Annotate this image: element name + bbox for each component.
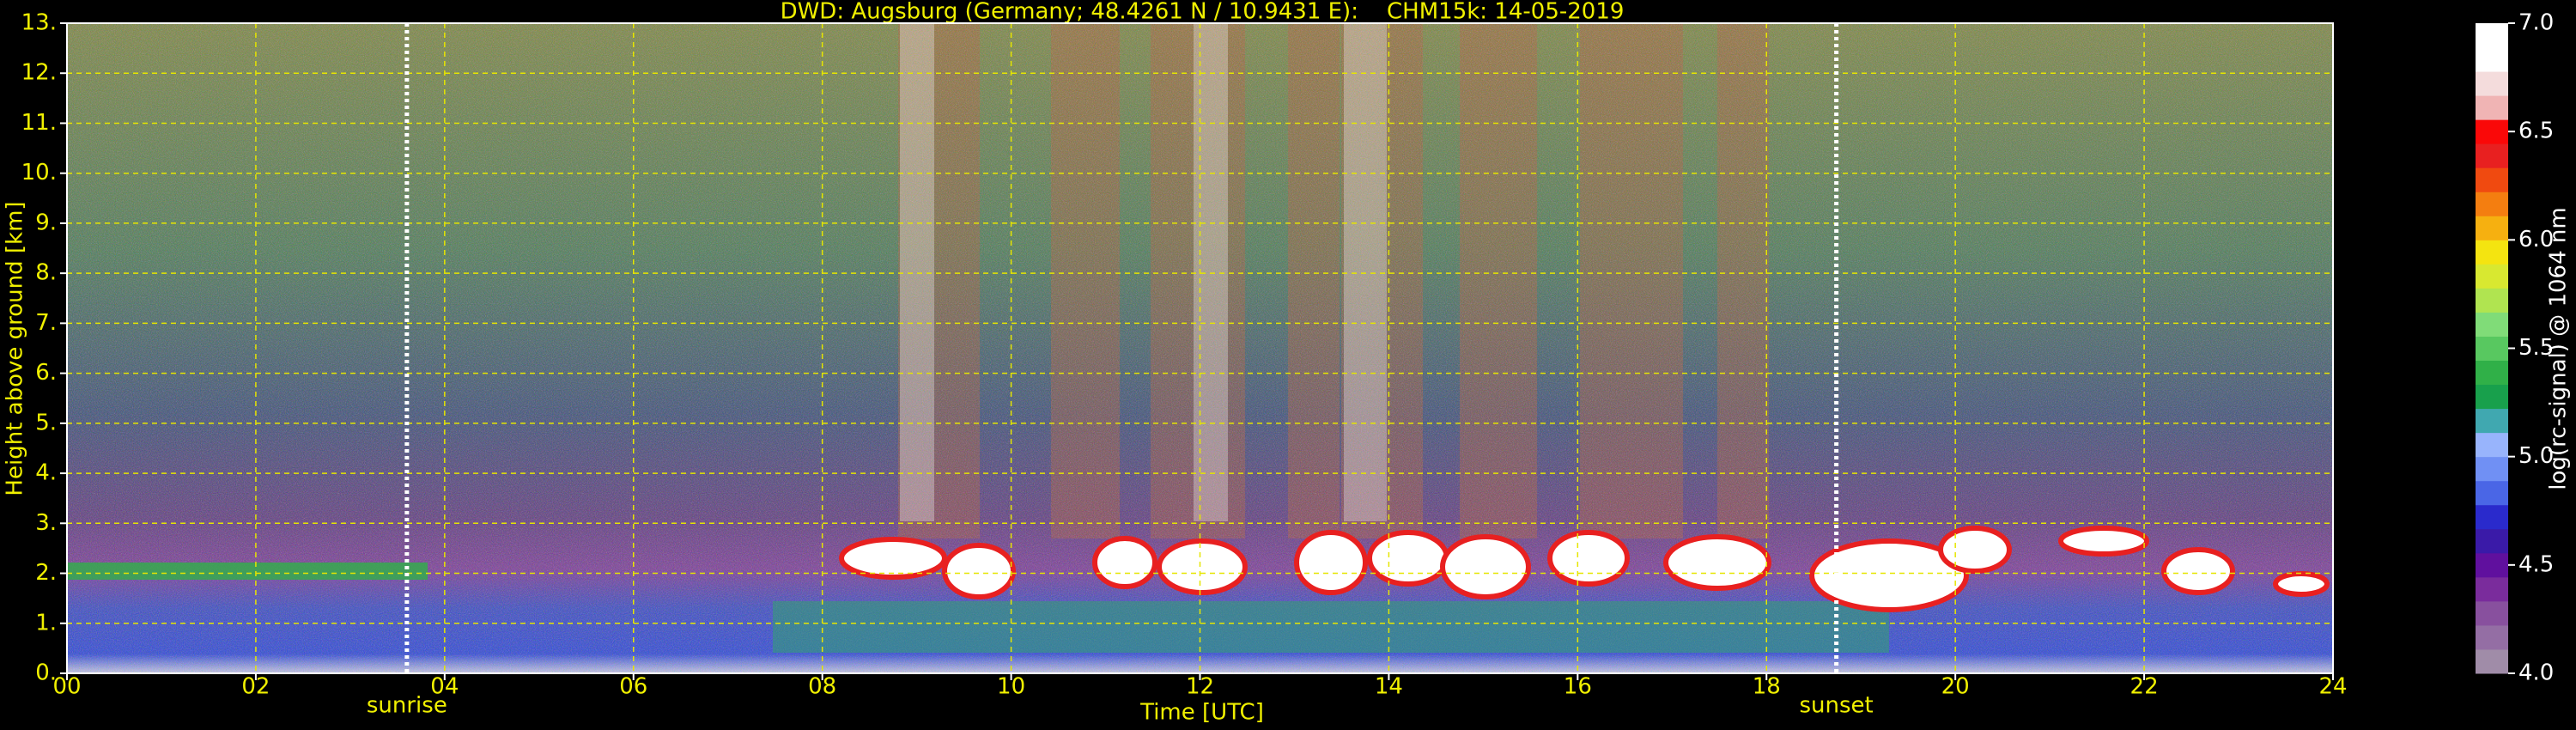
colorbar-segment [2476, 216, 2508, 240]
colorbar-segment [2476, 192, 2508, 216]
y-tick-label: 0. [35, 660, 57, 686]
colorbar-segment [2476, 504, 2508, 530]
x-tick-label: 14 [1375, 674, 1403, 700]
colorbar-segment [2476, 408, 2508, 434]
x-tick-label: 22 [2130, 674, 2159, 700]
colorbar-segment [2476, 167, 2508, 192]
plot-frame [66, 22, 2334, 674]
x-tick-label: 24 [2318, 674, 2347, 700]
y-tick-label: 3. [35, 510, 57, 536]
colorbar-tick-label: 5.5 [2518, 335, 2554, 361]
colorbar-segment [2476, 119, 2508, 144]
colorbar-segment [2476, 240, 2508, 265]
colorbar-segment [2476, 552, 2508, 578]
y-tick-label: 10. [21, 160, 57, 186]
colorbar-tick-label: 4.0 [2518, 660, 2554, 686]
colorbar-segment [2476, 336, 2508, 362]
colorbar-segment [2476, 288, 2508, 313]
x-axis-label: Time [UTC] [1139, 700, 1264, 726]
colorbar-segment [2476, 23, 2508, 48]
y-tick-label: 1. [35, 610, 57, 636]
y-tick-label: 7. [35, 310, 57, 336]
colorbar-segment [2476, 480, 2508, 506]
y-tick-label: 8. [35, 260, 57, 286]
x-tick-label: 16 [1564, 674, 1592, 700]
colorbar-segment [2476, 312, 2508, 337]
y-tick-label: 6. [35, 360, 57, 386]
colorbar-segment [2476, 143, 2508, 168]
annotation-label: sunset [1799, 693, 1873, 719]
colorbar-tick-label: 6.0 [2518, 227, 2554, 252]
y-tick-label: 9. [35, 210, 57, 235]
colorbar-segment [2476, 95, 2508, 120]
colorbar-tick-label: 6.5 [2518, 119, 2554, 144]
colorbar-tick-label: 5.0 [2518, 443, 2554, 469]
colorbar-tick-label: 4.5 [2518, 551, 2554, 577]
x-tick-label: 10 [997, 674, 1025, 700]
y-tick-label: 4. [35, 460, 57, 486]
x-tick-label: 04 [430, 674, 459, 700]
colorbar-segment [2476, 600, 2508, 626]
x-tick-label: 06 [619, 674, 647, 700]
chart-title: DWD: Augsburg (Germany; 48.4261 N / 10.9… [781, 0, 1625, 25]
y-tick-label: 13. [21, 10, 57, 36]
colorbar-segment [2476, 456, 2508, 482]
y-axis-label: Height above ground [km] [3, 201, 28, 496]
colorbar-tick-label: 7.0 [2518, 10, 2554, 36]
x-tick-label: 12 [1186, 674, 1214, 700]
y-tick-label: 5. [35, 410, 57, 435]
y-tick-label: 2. [35, 560, 57, 586]
colorbar-segment [2476, 624, 2508, 650]
x-tick-label: 20 [1941, 674, 1970, 700]
y-tick-label: 11. [21, 110, 57, 136]
annotation-label: sunrise [367, 693, 447, 719]
colorbar-segment [2476, 528, 2508, 554]
colorbar-segment [2476, 360, 2508, 386]
colorbar-segment [2476, 576, 2508, 602]
colorbar-segment [2476, 71, 2508, 96]
x-tick-label: 02 [241, 674, 270, 700]
y-tick-label: 12. [21, 60, 57, 86]
colorbar-segment [2476, 384, 2508, 410]
colorbar-segment [2476, 648, 2508, 674]
x-tick-label: 18 [1753, 674, 1781, 700]
colorbar-label: log(rc-signal) @ 1064 nm [2546, 207, 2572, 490]
colorbar-segment [2476, 47, 2508, 72]
x-tick-label: 08 [808, 674, 836, 700]
colorbar-segment [2476, 432, 2508, 458]
x-tick-label: 00 [52, 674, 81, 700]
colorbar-segment [2476, 264, 2508, 289]
